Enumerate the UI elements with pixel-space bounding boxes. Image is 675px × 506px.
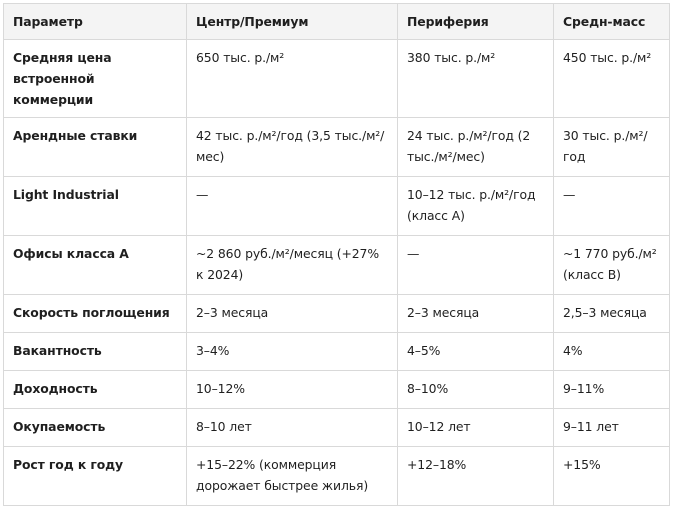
table-row: Light Industrial — 10–12 тыс. р./м²/год … — [3, 176, 670, 236]
table-row: Доходность 10–12% 8–10% 9–11% — [3, 370, 670, 409]
cell-center-premium: 42 тыс. р./м²/год (3,5 тыс./м²/мес) — [186, 117, 398, 177]
cell-periphery: 10–12 лет — [397, 408, 554, 447]
row-label: Окупаемость — [3, 408, 187, 447]
cell-center-premium: 2–3 месяца — [186, 294, 398, 333]
cell-mid-mass: 9–11% — [553, 370, 670, 409]
table-row: Офисы класса А ~2 860 руб./м²/месяц (+27… — [3, 235, 670, 295]
row-label: Доходность — [3, 370, 187, 409]
cell-mid-mass: — — [553, 176, 670, 236]
row-label: Скорость поглощения — [3, 294, 187, 333]
header-parameter: Параметр — [3, 3, 187, 40]
cell-center-premium: 10–12% — [186, 370, 398, 409]
cell-center-premium: 650 тыс. р./м² — [186, 39, 398, 118]
cell-periphery: 4–5% — [397, 332, 554, 371]
table-header-row: Параметр Центр/Премиум Периферия Средн-м… — [3, 3, 670, 40]
table-row: Рост год к году +15–22% (коммерция дорож… — [3, 446, 670, 506]
cell-mid-mass: 30 тыс. р./м²/год — [553, 117, 670, 177]
row-label: Рост год к году — [3, 446, 187, 506]
row-label: Light Industrial — [3, 176, 187, 236]
cell-periphery: 380 тыс. р./м² — [397, 39, 554, 118]
cell-periphery: +12–18% — [397, 446, 554, 506]
cell-mid-mass: 2,5–3 месяца — [553, 294, 670, 333]
cell-center-premium: ~2 860 руб./м²/месяц (+27% к 2024) — [186, 235, 398, 295]
cell-mid-mass: +15% — [553, 446, 670, 506]
cell-periphery: — — [397, 235, 554, 295]
cell-mid-mass: 450 тыс. р./м² — [553, 39, 670, 118]
cell-periphery: 24 тыс. р./м²/год (2 тыс./м²/мес) — [397, 117, 554, 177]
header-mid-mass: Средн-масс — [553, 3, 670, 40]
table-row: Скорость поглощения 2–3 месяца 2–3 месяц… — [3, 294, 670, 333]
cell-center-premium: 3–4% — [186, 332, 398, 371]
cell-periphery: 2–3 месяца — [397, 294, 554, 333]
row-label: Офисы класса А — [3, 235, 187, 295]
cell-periphery: 8–10% — [397, 370, 554, 409]
comparison-table: Параметр Центр/Премиум Периферия Средн-м… — [3, 3, 670, 506]
cell-center-premium: — — [186, 176, 398, 236]
row-label: Средняя цена встроенной коммерции — [3, 39, 187, 118]
header-center-premium: Центр/Премиум — [186, 3, 398, 40]
cell-periphery: 10–12 тыс. р./м²/год (класс А) — [397, 176, 554, 236]
cell-center-premium: 8–10 лет — [186, 408, 398, 447]
cell-mid-mass: ~1 770 руб./м² (класс В) — [553, 235, 670, 295]
header-periphery: Периферия — [397, 3, 554, 40]
row-label: Арендные ставки — [3, 117, 187, 177]
cell-mid-mass: 9–11 лет — [553, 408, 670, 447]
table-row: Вакантность 3–4% 4–5% 4% — [3, 332, 670, 371]
cell-mid-mass: 4% — [553, 332, 670, 371]
row-label: Вакантность — [3, 332, 187, 371]
table-row: Окупаемость 8–10 лет 10–12 лет 9–11 лет — [3, 408, 670, 447]
table-row: Арендные ставки 42 тыс. р./м²/год (3,5 т… — [3, 117, 670, 177]
comparison-table-container: Параметр Центр/Премиум Периферия Средн-м… — [3, 3, 670, 506]
table-row: Средняя цена встроенной коммерции 650 ты… — [3, 39, 670, 118]
cell-center-premium: +15–22% (коммерция дорожает быстрее жиль… — [186, 446, 398, 506]
